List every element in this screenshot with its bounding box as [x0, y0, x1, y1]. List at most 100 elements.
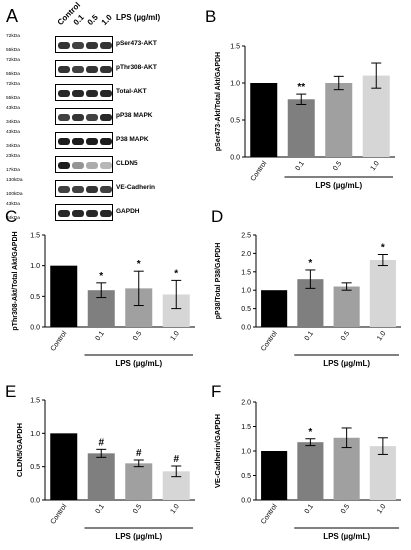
x-axis-label: LPS (µg/mL): [115, 532, 162, 541]
y-tick-label: 0.0: [230, 155, 240, 162]
significance-marker: *: [308, 258, 312, 269]
blot-band: [58, 66, 70, 73]
y-tick-label: 1.5: [30, 233, 40, 240]
mw-marker-bottom: 17kDa: [6, 168, 20, 173]
mw-marker-bottom: 100kDa: [6, 192, 23, 197]
mw-marker-top: 43kDa: [6, 202, 20, 207]
significance-marker: #: [98, 437, 104, 448]
panel-letter: E: [5, 382, 16, 401]
blot-band: [100, 114, 112, 121]
y-axis-label: pP38/Total P38/GAPDH: [215, 243, 222, 320]
y-tick-label: 0.5: [30, 294, 40, 301]
y-tick-label: 0.5: [30, 464, 40, 471]
y-axis-label: VE-Cadherin/GAPDH: [213, 414, 222, 488]
x-tick-label: 1.0: [170, 330, 181, 342]
y-tick-label: 1.0: [241, 288, 251, 295]
bar: [50, 265, 78, 327]
y-tick-label: 0.5: [241, 306, 251, 313]
x-tick-label: 1.0: [376, 503, 387, 515]
panel-letter: B: [205, 7, 216, 26]
significance-marker: **: [297, 82, 305, 93]
x-tick-label: 0.1: [95, 330, 106, 342]
blot-band: [86, 90, 98, 97]
x-axis-label: LPS (µg/mL): [323, 532, 370, 541]
x-tick-label: 1.0: [370, 160, 381, 172]
bar: [250, 83, 278, 157]
panel-letter: F: [211, 382, 221, 401]
y-tick-label: 1.5: [30, 398, 40, 405]
panel-e-chart: E 0.0 0.5 1.0 1.5 CLDN5/GAPDH Control #0.1 #0.5 #…: [5, 382, 195, 541]
panel-d-chart: D 0.0 0.5 1.0 1.5 2.0 2.5 pP38/Total P38/GAPDH C…: [211, 207, 401, 368]
blot-band: [72, 186, 84, 193]
x-tick-label: 0.1: [304, 503, 315, 515]
blot-band: [58, 42, 70, 49]
blot-strip: [55, 204, 113, 221]
bar: [369, 260, 396, 327]
mw-marker-bottom: 55kDa: [6, 48, 20, 53]
blot-band: [100, 210, 112, 217]
blot-band: [72, 66, 84, 73]
lps-label: LPS (µg/ml): [116, 13, 161, 22]
blot-label: VE-Cadherin: [116, 184, 156, 191]
y-tick-label: 0.0: [30, 498, 40, 505]
blot-band: [72, 138, 84, 145]
y-tick-label: 2.5: [241, 233, 251, 240]
lane-label-2: 0.5: [85, 12, 100, 27]
x-tick-label: Control: [260, 330, 279, 353]
mw-marker-top: 43kDa: [6, 130, 20, 135]
blot-band: [100, 90, 112, 97]
blot-strip: [55, 36, 113, 53]
blot-strip: [55, 60, 113, 77]
bar: [325, 83, 353, 157]
significance-marker: *: [174, 268, 178, 279]
y-tick-label: 1.0: [30, 263, 40, 270]
x-tick-label: 0.5: [332, 160, 343, 172]
blot-band: [100, 42, 112, 49]
panel-b-chart: B 0.0 0.5 1.0 1.5 pSer473-Akt/Total Akt/GAPDH…: [205, 7, 395, 190]
blot-band: [100, 186, 112, 193]
blot-label: pP38 MAPK: [116, 112, 153, 119]
x-tick-label: Control: [50, 503, 69, 526]
y-axis-label: pSer473-Akt/Total Akt/GAPDH: [215, 52, 222, 151]
blot-band: [86, 186, 98, 193]
y-tick-label: 1.5: [241, 269, 251, 276]
bar: [287, 99, 315, 157]
bar: [261, 290, 288, 327]
x-axis-label: LPS (µg/mL): [115, 359, 162, 368]
significance-marker: #: [136, 448, 142, 459]
blot-band: [58, 90, 70, 97]
blot-band: [86, 138, 98, 145]
y-tick-label: 1.0: [241, 449, 251, 456]
y-tick-label: 0.0: [30, 325, 40, 332]
blot-strip: [55, 132, 113, 149]
panel-c-chart: C 0.0 0.5 1.0 1.5 pThr308-Akt/Total Akt/GAPDH…: [5, 207, 195, 368]
blot-band: [58, 114, 70, 121]
bar: [125, 463, 153, 500]
x-tick-label: 0.5: [340, 330, 351, 342]
bar: [333, 437, 360, 500]
y-axis-label: pThr308-Akt/Total Akt/GAPDH: [12, 231, 19, 330]
bar: [87, 453, 115, 500]
blot-band: [72, 162, 84, 169]
x-tick-label: Control: [50, 330, 69, 353]
significance-marker: *: [137, 259, 141, 270]
bar: [50, 433, 78, 500]
y-tick-label: 2.0: [241, 251, 251, 258]
blot-label: Total-AKT: [116, 88, 147, 95]
blot-band: [72, 90, 84, 97]
x-tick-label: 0.5: [340, 503, 351, 515]
x-tick-label: Control: [260, 503, 279, 526]
blot-band: [58, 186, 70, 193]
bar: [333, 286, 360, 327]
blot-label: CLDN5: [116, 160, 138, 167]
mw-marker-top: 43kDa: [6, 106, 20, 111]
mw-marker-bottom: 34kDa: [6, 144, 20, 149]
blot-strip: [55, 84, 113, 101]
mw-marker-top: 72kDa: [6, 82, 20, 87]
blot-band: [86, 210, 98, 217]
panel-letter-a: A: [6, 6, 19, 26]
x-tick-label: 0.1: [295, 160, 306, 172]
panel-a-western-blot: A Control 0.1 0.5 1.0 LPS (µg/ml) 72kDa 55kD…: [0, 0, 205, 230]
y-tick-label: 0.5: [241, 473, 251, 480]
mw-marker-bottom: 55kDa: [6, 96, 20, 101]
